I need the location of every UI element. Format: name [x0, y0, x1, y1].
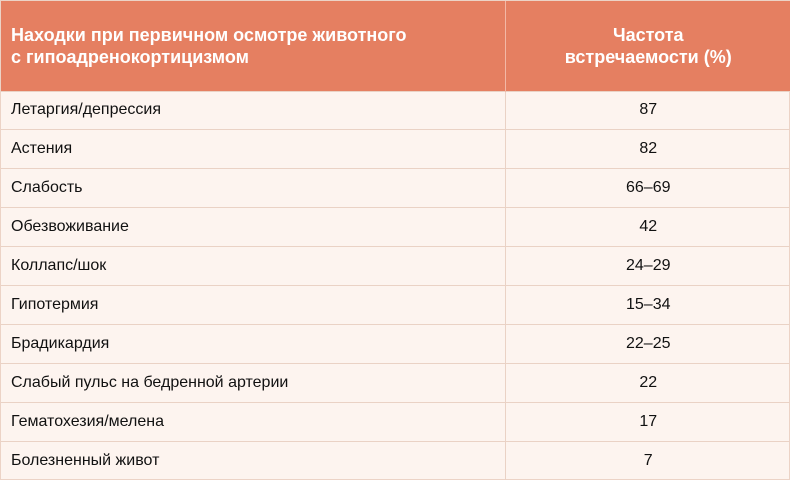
finding-cell: Летаргия/депрессия [1, 90, 506, 130]
table-row: Брадикардия 22–25 [1, 323, 790, 364]
header-findings-line1: Находки при первичном осмотре животного [11, 24, 407, 45]
header-row: Находки при первичном осмотре животного … [1, 1, 790, 91]
frequency-cell: 22–25 [505, 323, 790, 364]
header-frequency: Частота встречаемости (%) [505, 1, 790, 91]
table-row: Астения 82 [1, 129, 790, 169]
header-findings: Находки при первичном осмотре животного … [1, 1, 506, 91]
table-row: Болезненный живот 7 [1, 440, 790, 480]
table-row: Обезвоживание 42 [1, 207, 790, 247]
frequency-cell: 87 [505, 90, 790, 130]
header-findings-line2: с гипоадренокортицизмом [11, 46, 249, 67]
table-row: Коллапс/шок 24–29 [1, 246, 790, 286]
frequency-cell: 22 [505, 362, 790, 403]
finding-cell: Коллапс/шок [1, 246, 506, 286]
frequency-cell: 42 [505, 207, 790, 247]
finding-cell: Болезненный живот [1, 440, 506, 480]
table-row: Слабость 66–69 [1, 168, 790, 208]
table-row: Гипотермия 15–34 [1, 284, 790, 325]
frequency-cell: 15–34 [505, 284, 790, 325]
table-header: Находки при первичном осмотре животного … [1, 1, 790, 91]
frequency-cell: 24–29 [505, 246, 790, 286]
finding-cell: Слабый пульс на бедренной артерии [1, 362, 506, 403]
frequency-cell: 82 [505, 129, 790, 169]
finding-cell: Гипотермия [1, 284, 506, 325]
finding-cell: Обезвоживание [1, 207, 506, 247]
finding-cell: Брадикардия [1, 323, 506, 364]
header-frequency-line2: встречаемости (%) [564, 46, 732, 67]
header-frequency-line1: Частота [612, 24, 684, 45]
frequency-cell: 7 [505, 440, 790, 480]
table-row: Гематохезия/мелена 17 [1, 401, 790, 442]
finding-cell: Слабость [1, 168, 506, 208]
finding-cell: Гематохезия/мелена [1, 401, 506, 442]
table-row: Летаргия/депрессия 87 [1, 90, 790, 130]
frequency-cell: 66–69 [505, 168, 790, 208]
table-row: Слабый пульс на бедренной артерии 22 [1, 362, 790, 403]
frequency-cell: 17 [505, 401, 790, 442]
finding-cell: Астения [1, 129, 506, 169]
table-body: Летаргия/депрессия 87 Астения 82 Слабост… [1, 90, 790, 480]
